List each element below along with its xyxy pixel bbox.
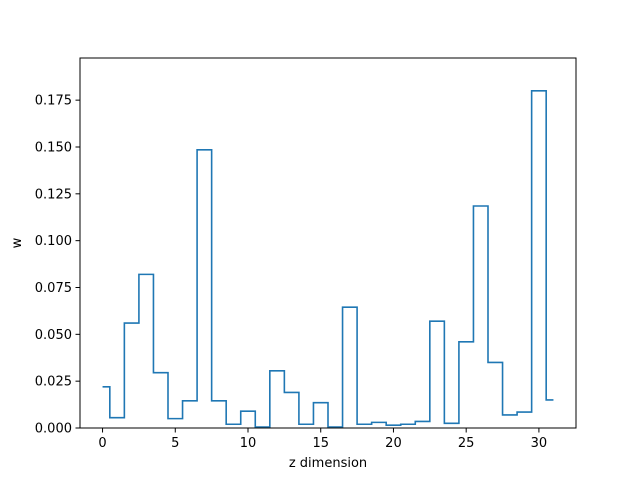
y-tick-label: 0.050 (35, 328, 72, 343)
x-tick-label: 25 (458, 436, 475, 451)
x-axis: 0 5 10 15 20 25 30 (98, 428, 547, 451)
x-axis-label: z dimension (289, 456, 367, 471)
y-axis: 0.000 0.025 0.050 0.075 0.100 0.125 0.150 0.175 (35, 94, 80, 437)
x-tick-label: 30 (531, 436, 548, 451)
y-tick-label: 0.075 (35, 281, 72, 296)
y-tick-label: 0.025 (35, 375, 72, 390)
series-0-step-line (102, 89, 554, 428)
y-tick-label: 0.125 (35, 187, 72, 202)
y-tick-label: 0.100 (35, 234, 72, 249)
y-tick-label: 0.175 (35, 94, 72, 109)
x-tick-label: 15 (312, 436, 329, 451)
y-axis-label: w (10, 237, 25, 248)
x-tick-label: 0 (98, 436, 106, 451)
x-tick-label: 20 (385, 436, 402, 451)
x-tick-label: 10 (240, 436, 257, 451)
y-tick-label: 0.150 (35, 140, 72, 155)
x-tick-label: 5 (171, 436, 179, 451)
y-tick-label: 0.000 (35, 422, 72, 437)
axes-frame (79, 57, 577, 429)
